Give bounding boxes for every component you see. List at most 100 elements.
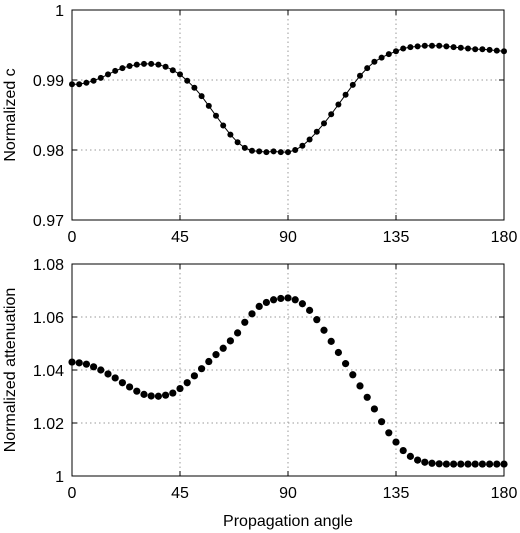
bottom-x-tick-label: 90 [279, 485, 297, 502]
top-data-point [486, 46, 493, 53]
top-data-point [299, 142, 306, 149]
bottom-y-axis-label: Normalized attenuation [2, 288, 19, 453]
top-data-point [205, 102, 212, 109]
top-ticks: 0 45 90 135 180 0.97 0.98 0.99 1 [33, 3, 518, 246]
top-data-point [198, 93, 205, 100]
bottom-data-point [133, 387, 141, 395]
top-x-tick-label: 135 [383, 229, 410, 246]
bottom-data-point [104, 370, 112, 378]
bottom-data-point [75, 359, 83, 367]
bottom-data-point [464, 460, 472, 468]
bottom-data-point [363, 393, 371, 401]
top-data-point [378, 54, 385, 61]
bottom-data-point [378, 418, 386, 426]
bottom-data-point [298, 300, 306, 308]
bottom-y-tick-label: 1.06 [33, 310, 64, 327]
top-data-point [148, 60, 155, 67]
top-chart-panel: 0 45 90 135 180 0.97 0.98 0.99 1 Normalized c [2, 3, 517, 246]
top-data-point [443, 43, 450, 50]
top-data-point [90, 77, 97, 84]
top-data-point [371, 58, 378, 65]
bottom-data-point [284, 294, 292, 302]
bottom-data-point [198, 365, 206, 373]
top-data-point [241, 144, 248, 151]
bottom-data-point [262, 298, 270, 307]
top-grid [72, 10, 504, 220]
bottom-data-point [118, 379, 126, 387]
bottom-data-point [349, 371, 357, 379]
top-data-point [450, 44, 457, 51]
bottom-data-point [183, 379, 191, 387]
top-data-point [385, 51, 392, 58]
top-data-point [162, 63, 169, 70]
top-data-point [227, 131, 234, 138]
top-data-point [76, 81, 83, 88]
top-data-point [105, 71, 111, 78]
bottom-chart-panel: 0 45 90 135 180 1 1.02 1.04 1.06 1.08 Normalized … [2, 257, 517, 530]
bottom-y-tick-label: 1 [55, 469, 64, 486]
top-data-point [112, 67, 119, 74]
bottom-data-point [291, 296, 299, 304]
top-data-point [83, 79, 90, 86]
bottom-data-point [169, 389, 177, 397]
bottom-x-tick-label: 135 [383, 485, 410, 502]
top-data-point [321, 120, 327, 127]
top-data-point [213, 112, 219, 119]
top-data-point [184, 77, 191, 84]
top-data-point [364, 65, 371, 72]
top-data-point [220, 122, 227, 129]
top-data-point [234, 139, 241, 146]
bottom-marks [68, 294, 508, 468]
bottom-data-point [327, 337, 335, 345]
bottom-data-point [392, 438, 400, 446]
bottom-data-point [226, 337, 234, 345]
bottom-data-point [435, 460, 443, 468]
top-x-tick-label: 45 [171, 229, 189, 246]
bottom-data-point [234, 329, 242, 337]
bottom-data-point [255, 302, 263, 310]
top-data-point [133, 61, 140, 68]
bottom-data-point [471, 460, 479, 468]
bottom-x-axis-label: Propagation angle [223, 513, 353, 530]
bottom-data-point [457, 460, 465, 468]
top-data-point [285, 149, 291, 156]
bottom-data-point [219, 344, 227, 352]
bottom-data-point [313, 316, 321, 324]
top-data-point [270, 148, 277, 155]
top-data-point [393, 48, 399, 55]
bottom-y-tick-label: 1.04 [33, 363, 64, 380]
bottom-data-point [478, 460, 486, 468]
top-data-point [119, 65, 126, 72]
bottom-data-point [176, 384, 184, 393]
top-data-point [292, 147, 299, 153]
bottom-data-point [493, 460, 501, 468]
bottom-data-point [277, 294, 285, 303]
bottom-data-point [205, 357, 213, 366]
top-data-point [141, 60, 147, 67]
bottom-y-tick-label: 1.08 [33, 257, 64, 274]
top-data-point [400, 45, 407, 52]
top-y-tick-label: 0.97 [33, 213, 64, 230]
bottom-data-point [111, 374, 119, 382]
top-data-point [191, 84, 198, 91]
bottom-data-point [342, 360, 350, 368]
bottom-x-tick-label: 0 [68, 485, 77, 502]
bottom-data-point [82, 360, 90, 368]
top-data-point [421, 42, 428, 49]
bottom-data-point [126, 383, 134, 391]
top-data-point [97, 74, 104, 81]
top-x-tick-label: 0 [68, 229, 77, 246]
bottom-data-point [248, 310, 256, 318]
top-data-point [357, 72, 363, 79]
bottom-data-point [154, 392, 162, 400]
bottom-data-point [190, 372, 198, 380]
top-data-point [479, 46, 486, 53]
bottom-data-point [356, 382, 364, 390]
top-data-point [155, 61, 162, 68]
top-y-tick-label: 0.99 [33, 73, 64, 90]
bottom-data-point [147, 392, 155, 400]
top-data-point [249, 147, 255, 154]
top-data-point [313, 128, 320, 135]
top-data-point [306, 136, 313, 143]
